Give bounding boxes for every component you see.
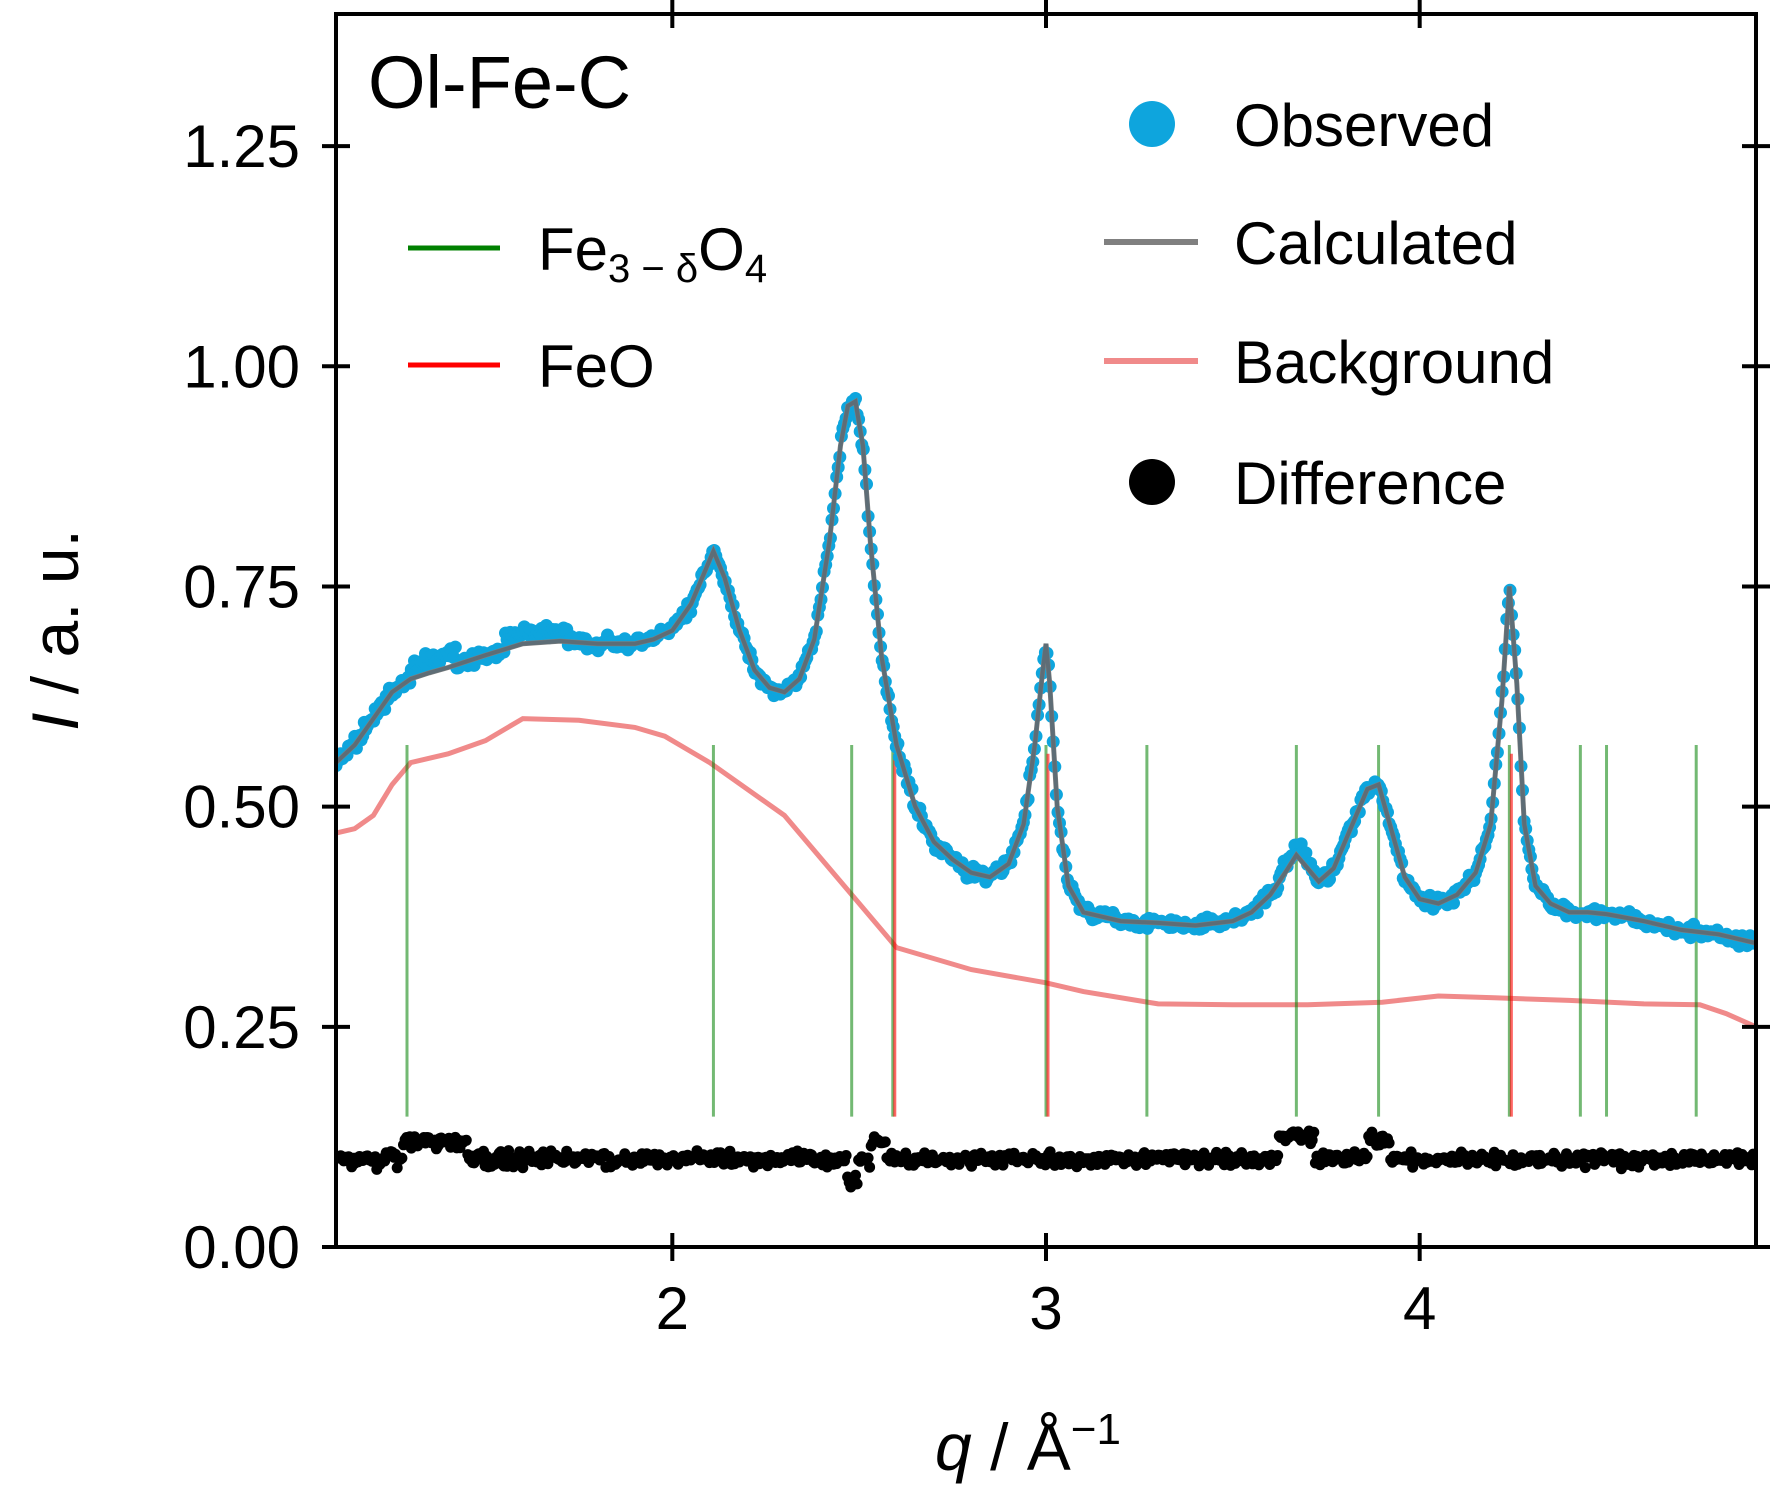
legend-item-observed: Observed [1129,92,1494,159]
difference-point [396,1152,408,1164]
difference-point [850,1169,861,1181]
difference-point [391,1162,403,1174]
legend-item-difference: Difference [1129,450,1506,517]
calculated-series [336,397,1756,946]
legend-item-feo: FeO [408,333,655,400]
legend-label-feo: FeO [538,333,655,400]
calculated-line [336,397,1756,946]
legend-label-observed: Observed [1234,92,1494,159]
difference-point [1579,1162,1591,1174]
legend-label-difference: Difference [1234,450,1506,517]
difference-point [503,1145,515,1157]
panel-label: Ol-Fe-C [368,41,631,124]
legend-item-background: Background [1104,329,1554,396]
legend-label-fe3o4: Fe3 − δO4 [538,216,767,291]
difference-point [840,1150,852,1161]
difference-point [1272,1150,1284,1161]
difference-point [862,1152,874,1164]
y-tick-label: 0.00 [183,1214,300,1281]
y-axis-label: I / a. u. [18,529,92,731]
legend-label-background: Background [1234,329,1554,396]
observed-point [448,640,462,654]
background-series [336,716,1756,1030]
x-tick-label: 3 [1029,1275,1062,1342]
plot-data [336,392,1756,1193]
y-axis-symbol: I [18,713,92,731]
background-line [336,716,1756,1030]
difference-point [460,1134,472,1146]
x-tick-label: 2 [656,1275,689,1342]
legend-right: Observed Calculated Background Differenc… [1104,92,1554,517]
y-tick-label: 1.00 [183,333,300,400]
x-tick-label: 4 [1403,1275,1436,1342]
difference-series [336,1125,1756,1193]
x-axis-separator: / [972,1410,1027,1484]
y-tick-label: 0.25 [183,994,300,1061]
x-axis-exponent: −1 [1071,1405,1121,1454]
reflection-ticks [405,744,1698,1117]
y-tick-label: 1.25 [183,113,300,180]
legend-swatch-difference [1129,459,1175,505]
difference-point [864,1161,876,1173]
legend-left: Fe3 − δO4 FeO [408,216,767,400]
legend-label-calculated: Calculated [1234,210,1518,277]
difference-point [1361,1151,1373,1162]
x-axis-label: q / Å−1 [935,1405,1121,1484]
difference-point [851,1178,863,1190]
x-axis-symbol: q [935,1410,972,1484]
difference-point [900,1147,912,1159]
difference-point [1383,1137,1395,1149]
y-axis-separator: / [18,658,92,713]
difference-point [879,1136,891,1148]
legend-item-calculated: Calculated [1104,210,1518,277]
y-axis-unit: a. u. [18,529,92,657]
legend-item-fe3o4: Fe3 − δO4 [408,216,767,291]
legend-swatch-observed [1129,101,1175,147]
x-axis-unit: Å [1027,1410,1071,1484]
difference-point [514,1146,526,1158]
y-tick-label: 0.75 [183,553,300,620]
observed-point [1299,846,1313,860]
calculated-line-overlay [336,398,1756,946]
axes: 0.00 0.25 0.50 0.75 1.00 1.25 2 3 4 [183,0,1770,1342]
difference-point [1308,1126,1320,1138]
y-tick-label: 0.50 [183,774,300,841]
